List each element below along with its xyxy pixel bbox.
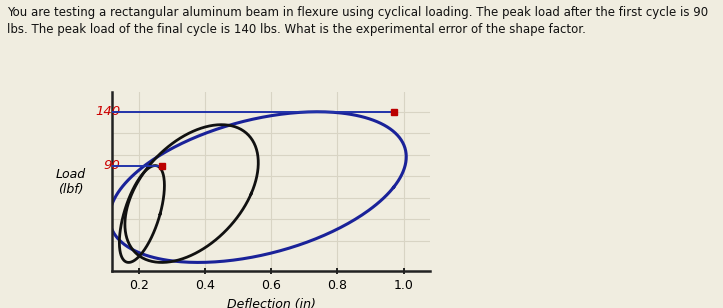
Text: 90: 90	[103, 159, 120, 172]
Text: 140: 140	[95, 105, 120, 118]
Y-axis label: Load
(lbf): Load (lbf)	[56, 168, 85, 196]
X-axis label: Deflection (in): Deflection (in)	[227, 298, 315, 308]
Text: You are testing a rectangular aluminum beam in flexure using cyclical loading. T: You are testing a rectangular aluminum b…	[7, 6, 709, 36]
